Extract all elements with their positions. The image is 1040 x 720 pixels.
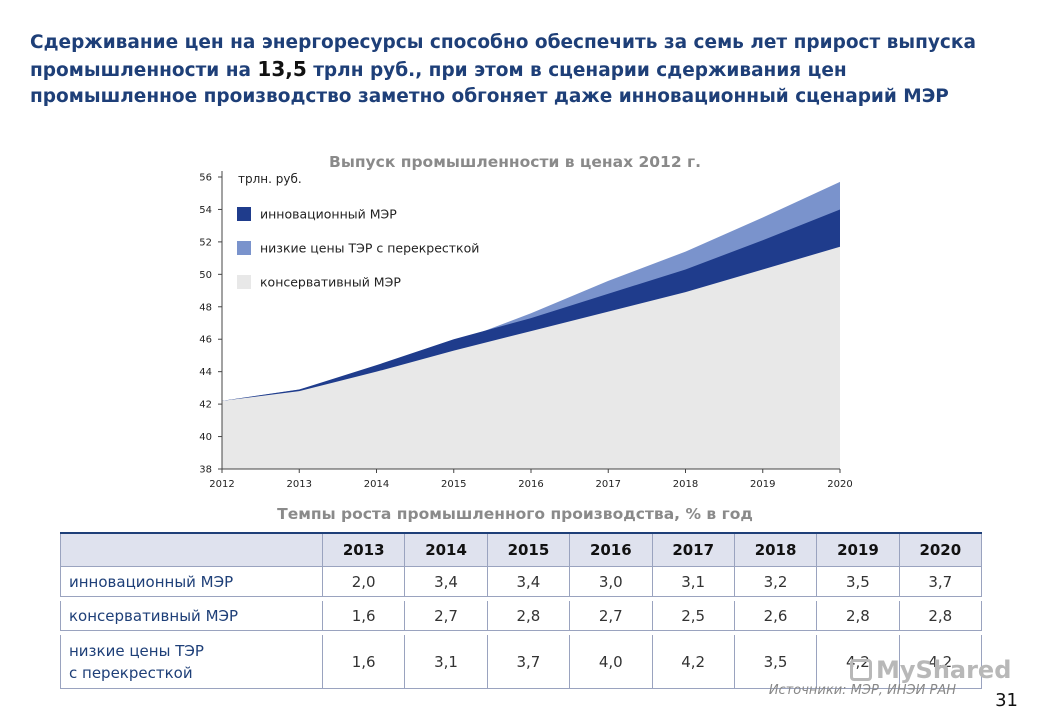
table-row: консервативный МЭР 1,6 2,7 2,8 2,7 2,5 2… [60, 599, 983, 635]
y-tick-label: 56 [199, 173, 212, 184]
table-cell: 2,5 [651, 599, 735, 635]
table-row: низкие цены ТЭР с перекресткой 1,6 3,1 3,… [60, 633, 983, 693]
header-cell: 2015 [486, 532, 571, 567]
growth-rates-table: 2013 2014 2015 2016 2017 2018 2019 2020 … [60, 532, 983, 693]
header-cell: 2019 [816, 532, 900, 567]
x-tick-label: 2015 [441, 479, 466, 490]
table-cell: 3,1 [651, 566, 735, 601]
table-cell: 3,5 [733, 633, 818, 693]
table-cell: 2,7 [569, 599, 653, 635]
table-cell: 3,5 [816, 566, 900, 601]
legend-label: инновационный МЭР [260, 207, 397, 222]
y-tick-label: 48 [199, 302, 212, 313]
y-axis-label: трлн. руб. [238, 172, 302, 186]
y-tick-label: 38 [199, 465, 212, 476]
header-cell: 2017 [651, 532, 735, 567]
legend-label: низкие цены ТЭР с перекресткой [260, 241, 479, 256]
table-cell: 4,0 [569, 633, 653, 693]
table-cell: 4,2 [816, 633, 900, 693]
page-number: 31 [995, 690, 1018, 711]
area-series-2 [222, 246, 840, 469]
y-tick-label: 44 [199, 367, 212, 378]
headline: Сдерживание цен на энергоресурсы способн… [30, 30, 1010, 110]
table-cell: 3,1 [404, 633, 488, 693]
row-label: консервативный МЭР [60, 599, 323, 635]
x-tick-label: 2018 [673, 479, 698, 490]
table-cell: 2,7 [404, 599, 488, 635]
table-title: Темпы роста промышленного производства, … [277, 505, 753, 523]
table-header-row: 2013 2014 2015 2016 2017 2018 2019 2020 [60, 532, 983, 567]
row-label-line2: с перекресткой [69, 664, 193, 682]
table-cell: 1,6 [321, 599, 406, 635]
table-cell: 2,8 [816, 599, 900, 635]
watermark-logo-icon [850, 659, 872, 681]
table-cell: 2,8 [486, 599, 571, 635]
table-cell: 2,6 [733, 599, 818, 635]
table-cell: 3,7 [898, 566, 983, 601]
y-tick-label: 50 [199, 270, 212, 281]
x-tick-label: 2012 [209, 479, 234, 490]
table-cell: 1,6 [321, 633, 406, 693]
table-cell: 4,2 [651, 633, 735, 693]
header-cell: 2020 [898, 532, 983, 567]
table-cell: 3,0 [569, 566, 653, 601]
legend-swatch [237, 207, 251, 221]
header-cell: 2013 [321, 532, 406, 567]
y-tick-label: 46 [199, 335, 212, 346]
row-label-line1: низкие цены ТЭР [69, 642, 204, 660]
table-cell: 2,0 [321, 566, 406, 601]
watermark: MyShared [850, 656, 1011, 684]
table-cell: 4,2 [898, 633, 983, 693]
output-area-chart: Выпуск промышленности в ценах 2012 г. 38… [199, 153, 853, 490]
table-row: инновационный МЭР 2,0 3,4 3,4 3,0 3,1 3,… [60, 566, 983, 601]
header-cell: 2016 [569, 532, 653, 567]
table-corner [60, 532, 323, 567]
x-tick-label: 2013 [287, 479, 312, 490]
headline-number: 13,5 [257, 57, 307, 81]
y-tick-label: 40 [199, 432, 212, 443]
chart-axes: 38 40 42 44 46 48 50 52 54 56 2012 2013 2014 2015 2016… [199, 171, 853, 490]
legend-swatch [237, 241, 251, 255]
x-tick-label: 2014 [364, 479, 389, 490]
x-tick-label: 2020 [827, 479, 852, 490]
x-tick-label: 2017 [596, 479, 621, 490]
row-label: низкие цены ТЭР с перекресткой [60, 633, 323, 693]
x-tick-label: 2016 [518, 479, 543, 490]
row-label: инновационный МЭР [60, 566, 323, 601]
header-cell: 2014 [404, 532, 488, 567]
chart-areas [222, 181, 840, 469]
headline-part2: трлн руб., при этом в сценарии сдерживан… [30, 60, 949, 107]
table-cell: 3,4 [404, 566, 488, 601]
table-cell: 3,4 [486, 566, 571, 601]
chart-legend: инновационный МЭР низкие цены ТЭР с перек… [237, 207, 479, 290]
headline-part1: Сдерживание цен на энергоресурсы способн… [30, 32, 976, 81]
table-cell: 2,8 [898, 599, 983, 635]
y-tick-label: 54 [199, 205, 212, 216]
table-cell: 3,7 [486, 633, 571, 693]
y-tick-label: 42 [199, 400, 212, 411]
chart-title: Выпуск промышленности в ценах 2012 г. [329, 153, 701, 171]
y-tick-label: 52 [199, 237, 212, 248]
source-note: Источники: МЭР, ИНЭИ РАН [768, 683, 956, 698]
legend-label: консервативный МЭР [260, 275, 401, 290]
header-cell: 2018 [733, 532, 818, 567]
legend-swatch [237, 275, 251, 289]
watermark-text: MyShared [876, 656, 1012, 684]
x-tick-label: 2019 [750, 479, 775, 490]
table-cell: 3,2 [733, 566, 818, 601]
